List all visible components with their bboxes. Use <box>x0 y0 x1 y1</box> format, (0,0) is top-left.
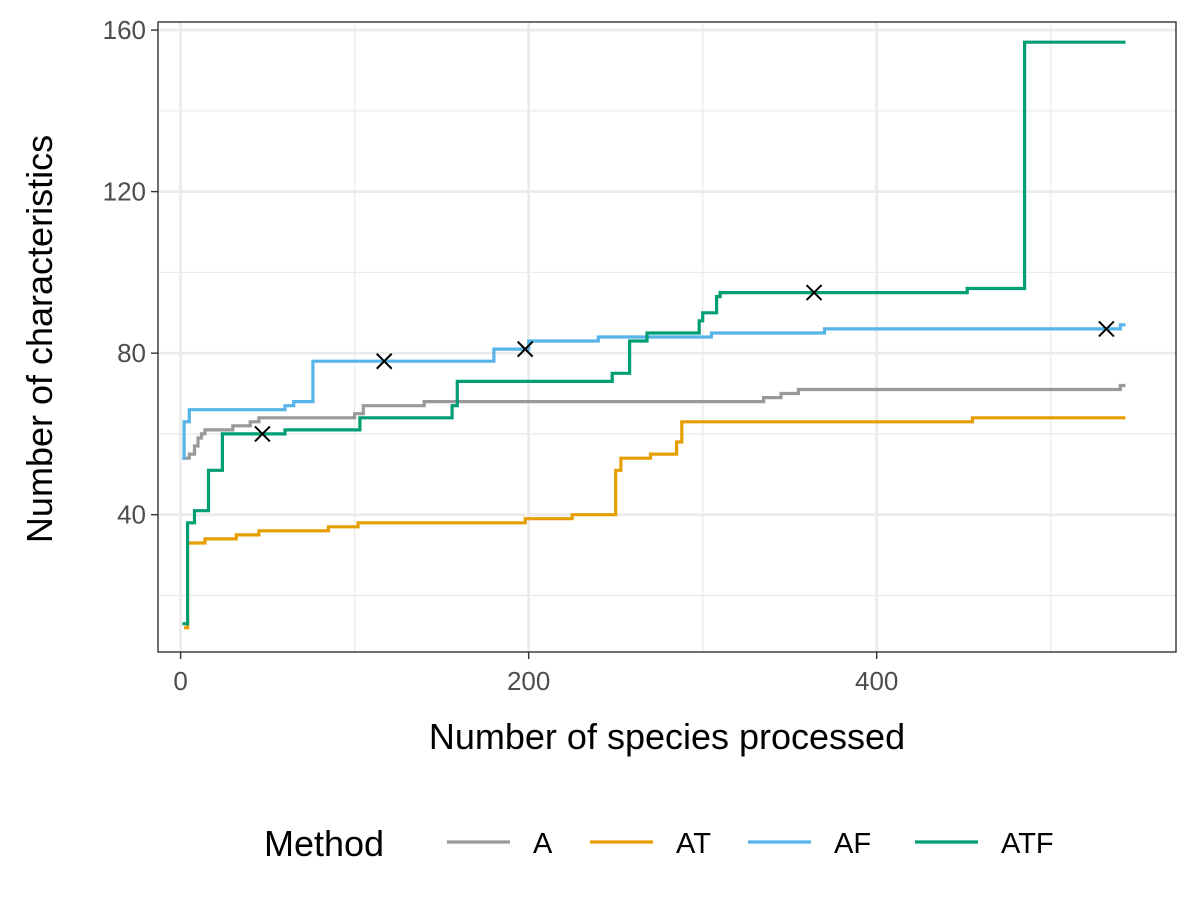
legend-label-atf: ATF <box>1001 828 1054 860</box>
legend-item-a: A <box>447 828 553 860</box>
cross-marker <box>376 353 393 370</box>
cross-marker <box>516 340 534 358</box>
series-line-at <box>184 416 1126 630</box>
cross-marker-stroke <box>1098 320 1115 338</box>
cross-marker-stroke <box>516 340 534 358</box>
x-axis-ticks: 0 200 400 <box>173 652 898 696</box>
cross-markers <box>254 284 1115 443</box>
cross-marker-stroke <box>254 425 271 443</box>
y-axis-ticks: 40 80 120 160 <box>103 15 158 530</box>
series-line-a <box>182 383 1126 460</box>
legend-item-at: AT <box>590 828 711 860</box>
plot-panel-border <box>157 21 1177 653</box>
grid-major-lines <box>158 22 1176 652</box>
x-axis-title: Number of species processed <box>429 716 905 757</box>
legend-items: A AT AF ATF <box>447 828 1054 860</box>
legend-label-a: A <box>533 828 553 860</box>
x-tick-label: 200 <box>507 666 550 696</box>
x-tick-label: 0 <box>173 666 187 696</box>
series-lines <box>182 40 1126 630</box>
legend: Method A AT AF ATF <box>264 823 1054 864</box>
cross-marker-stroke <box>376 353 393 370</box>
legend-label-af: AF <box>834 828 871 860</box>
x-tick-label: 400 <box>855 666 898 696</box>
y-tick-label: 160 <box>103 15 146 45</box>
cross-marker-stroke <box>805 284 823 301</box>
y-axis-title: Number of characteristics <box>19 135 60 543</box>
legend-item-atf: ATF <box>915 828 1054 860</box>
legend-label-at: AT <box>676 828 711 860</box>
series-line-atf <box>182 40 1126 626</box>
cross-marker <box>1098 320 1115 338</box>
y-tick-label: 40 <box>117 500 146 530</box>
cross-marker <box>254 425 271 443</box>
y-tick-label: 120 <box>103 177 146 207</box>
cross-marker <box>805 284 823 301</box>
y-tick-label: 80 <box>117 338 146 368</box>
legend-item-af: AF <box>748 828 871 860</box>
legend-title: Method <box>264 823 384 864</box>
series-line-af <box>182 323 1126 460</box>
